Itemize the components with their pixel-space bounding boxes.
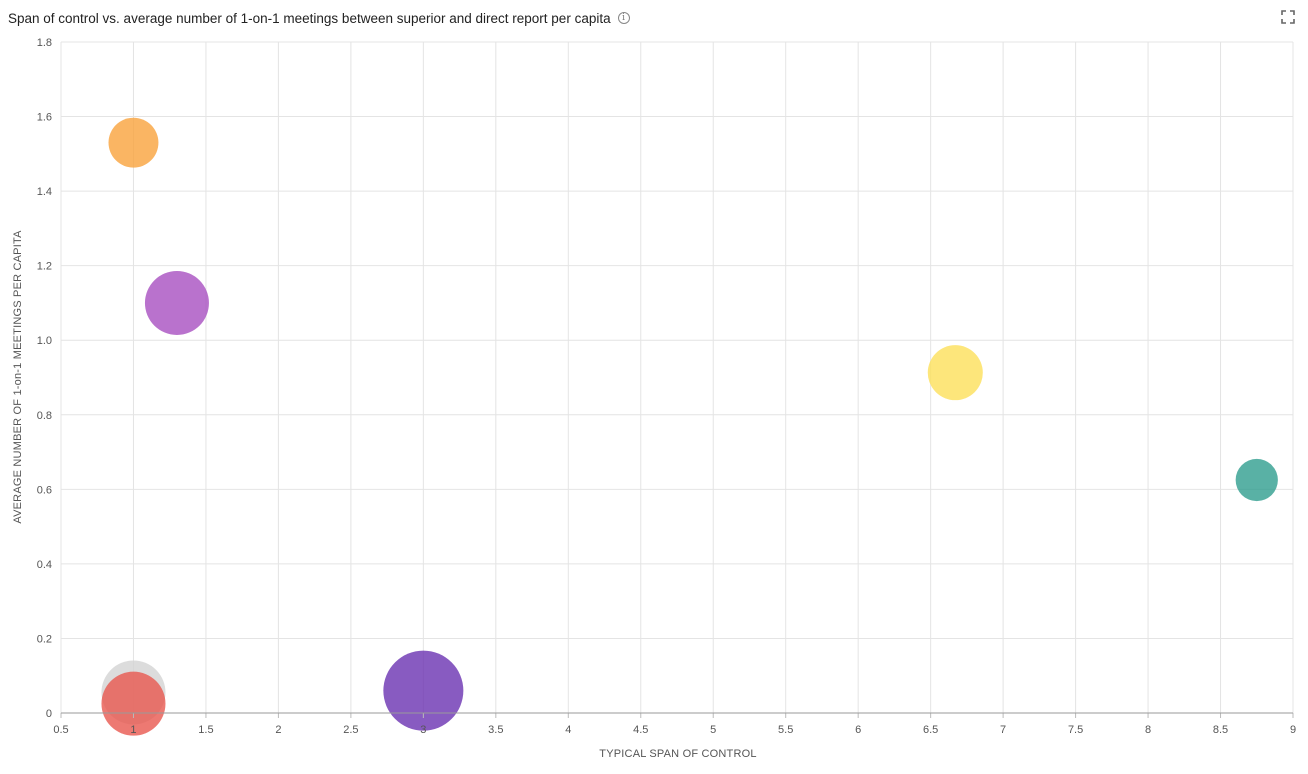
x-tick-label: 4 xyxy=(565,724,571,736)
y-tick-label: 0.8 xyxy=(37,410,52,422)
x-tick-label: 1.5 xyxy=(198,724,213,736)
bubble-point[interactable] xyxy=(144,270,209,335)
y-tick-label: 0 xyxy=(46,708,52,720)
grid-lines xyxy=(60,41,1294,714)
x-tick-label: 2.5 xyxy=(343,724,358,736)
x-tick-label: 8 xyxy=(1145,724,1151,736)
y-tick-label: 1.6 xyxy=(37,112,52,124)
chart-title: Span of control vs. average number of 1-… xyxy=(8,10,611,26)
bubble-series xyxy=(101,117,1278,736)
y-tick-label: 1.2 xyxy=(37,261,52,273)
x-tick-label: 5 xyxy=(710,724,716,736)
x-tick-label: 6.5 xyxy=(923,724,938,736)
y-axis-label: AVERAGE NUMBER OF 1-on-1 MEETINGS PER CA… xyxy=(12,230,24,524)
x-tick-label: 7.5 xyxy=(1068,724,1083,736)
x-tick-label: 1 xyxy=(130,724,136,736)
info-icon[interactable]: i xyxy=(617,12,630,24)
x-axis-label: TYPICAL SPAN OF CONTROL xyxy=(599,748,756,760)
bubble-point[interactable] xyxy=(383,650,464,731)
y-tick-label: 0.4 xyxy=(37,559,52,571)
x-tick-label: 0.5 xyxy=(53,724,68,736)
bubble-point[interactable] xyxy=(101,671,166,736)
x-tick-label: 8.5 xyxy=(1213,724,1228,736)
bubble-point[interactable] xyxy=(927,345,983,401)
y-tick-label: 1.0 xyxy=(37,335,52,347)
x-tick-label: 2 xyxy=(275,724,281,736)
expand-icon[interactable] xyxy=(1280,9,1296,25)
bubble-point[interactable] xyxy=(1235,458,1278,502)
axes: 0.5 1 1.5 2 2.5 3 3.5 4 4.5 5 5.5 6 6.5 7 7.5 8 8.5 9 0 0.2… xyxy=(37,37,1296,736)
bubble-point[interactable] xyxy=(108,117,159,168)
y-tick-label: 0.2 xyxy=(37,633,52,645)
x-tick-label: 3.5 xyxy=(488,724,503,736)
chart-header: Span of control vs. average number of 1-… xyxy=(8,8,1300,28)
y-tick-label: 1.8 xyxy=(37,37,52,49)
y-tick-label: 1.4 xyxy=(37,186,52,198)
x-tick-label: 6 xyxy=(855,724,861,736)
x-tick-label: 4.5 xyxy=(633,724,648,736)
x-tick-label: 3 xyxy=(420,724,426,736)
x-tick-label: 5.5 xyxy=(778,724,793,736)
y-tick-label: 0.6 xyxy=(37,484,52,496)
x-tick-label: 7 xyxy=(1000,724,1006,736)
x-tick-label: 9 xyxy=(1290,724,1296,736)
